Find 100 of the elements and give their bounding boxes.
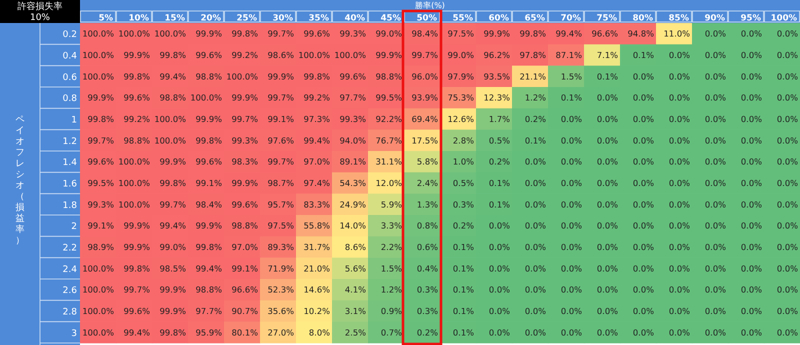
x-tick-label: 60% (488, 14, 510, 24)
data-label: 100.0% (190, 92, 222, 103)
data-label: 0.1% (488, 199, 510, 210)
data-label: 97.7% (196, 306, 222, 316)
data-label: 0.3% (416, 284, 438, 295)
data-label: 100.0% (82, 50, 114, 60)
data-label: 97.8% (520, 50, 546, 60)
data-label: 0.0% (596, 327, 618, 338)
data-label: 0.0% (596, 263, 618, 274)
data-label: 97.9% (448, 71, 474, 82)
data-label: 0.0% (524, 220, 546, 231)
data-label: 5.8% (416, 156, 438, 167)
data-label: 98.8% (124, 135, 150, 146)
data-label: 0.0% (740, 327, 762, 338)
data-label: 0.0% (524, 156, 546, 167)
data-label: 0.2% (524, 114, 546, 124)
y-tick-label: 1 (71, 116, 77, 126)
data-label: 2.5% (344, 327, 366, 338)
data-label: 99.9% (88, 92, 114, 103)
data-label: 98.3% (232, 156, 258, 167)
y-tick-label: 3 (71, 328, 77, 339)
data-label: 99.7% (124, 284, 150, 295)
x-tick-label: 100% (770, 14, 798, 24)
data-label: 14.6% (304, 284, 330, 295)
data-label: 55.8% (304, 220, 330, 231)
data-label: 0.5% (452, 178, 474, 188)
data-label: 0.0% (560, 263, 582, 274)
data-label: 0.0% (704, 50, 726, 60)
data-label: 12.6% (448, 114, 474, 124)
data-label: 99.8% (160, 50, 186, 60)
data-label: 99.8% (196, 135, 222, 146)
data-label: 1.5% (380, 263, 402, 274)
y-tick-label: 0.6 (62, 72, 78, 83)
data-label: 99.4% (160, 71, 186, 82)
data-label: 100.0% (154, 114, 186, 124)
data-label: 80.1% (232, 327, 258, 338)
data-label: 99.0% (376, 28, 402, 39)
data-label: 97.3% (304, 114, 330, 124)
data-label: 0.0% (776, 28, 798, 39)
data-label: 90.7% (232, 306, 258, 316)
data-label: 0.9% (380, 306, 402, 316)
data-label: 93.9% (412, 92, 438, 103)
data-label: 0.0% (560, 199, 582, 210)
data-label: 100.0% (226, 71, 258, 82)
data-label: 0.0% (704, 71, 726, 82)
data-label: 0.0% (596, 178, 618, 188)
data-label: 0.0% (488, 263, 510, 274)
data-label: 99.8% (304, 71, 330, 82)
data-label: 99.1% (196, 178, 222, 188)
x-tick-label: 95% (740, 14, 762, 24)
data-label: 0.0% (560, 327, 582, 338)
data-label: 0.0% (740, 178, 762, 188)
data-label: 0.0% (560, 135, 582, 146)
data-label: 1.7% (488, 114, 510, 124)
data-label: 0.0% (668, 71, 690, 82)
data-label: 0.0% (668, 284, 690, 295)
data-label: 0.1% (452, 263, 474, 274)
data-label: 0.3% (416, 306, 438, 316)
data-label: 95.9% (196, 327, 222, 338)
data-label: 99.6% (196, 50, 222, 60)
data-label: 0.0% (668, 114, 690, 124)
data-label: 0.0% (668, 242, 690, 252)
data-label: 0.0% (740, 242, 762, 252)
data-label: 0.0% (740, 156, 762, 167)
data-label: 0.0% (488, 306, 510, 316)
data-label: 99.9% (160, 306, 186, 316)
x-tick-label: 50% (416, 14, 438, 24)
data-label: 0.0% (668, 135, 690, 146)
y-tick-label: 1.8 (62, 200, 78, 211)
y-tick-label: 1.4 (62, 158, 78, 168)
data-label: 0.2% (452, 220, 474, 231)
data-label: 99.5% (88, 178, 114, 188)
data-label: 0.0% (596, 135, 618, 146)
data-label: 99.7% (88, 135, 114, 146)
data-label: 8.6% (344, 242, 366, 252)
data-label: 4.1% (344, 284, 366, 295)
data-label: 7.1% (596, 50, 618, 60)
data-label: 0.8% (416, 220, 438, 231)
data-label: 0.4% (416, 263, 438, 274)
data-label: 0.0% (776, 178, 798, 188)
data-label: 0.0% (632, 156, 654, 167)
data-label: 100.0% (82, 284, 114, 295)
data-label: 0.0% (596, 220, 618, 231)
data-label: 0.0% (704, 135, 726, 146)
x-tick-label: 70% (560, 14, 582, 24)
data-label: 94.0% (340, 135, 366, 146)
data-label: 99.8% (232, 28, 258, 39)
data-label: 0.0% (596, 199, 618, 210)
data-label: 75.3% (448, 92, 474, 103)
data-label: 12.3% (484, 92, 510, 103)
data-label: 0.0% (776, 92, 798, 103)
data-label: 99.9% (232, 178, 258, 188)
data-label: 99.2% (124, 114, 150, 124)
data-label: 0.0% (740, 135, 762, 146)
data-label: 99.6% (232, 199, 258, 210)
x-tick-label: 30% (272, 14, 294, 24)
data-label: 99.7% (268, 28, 294, 39)
data-label: 100.0% (298, 50, 330, 60)
data-label: 0.0% (668, 50, 690, 60)
data-label: 96.6% (592, 28, 618, 39)
